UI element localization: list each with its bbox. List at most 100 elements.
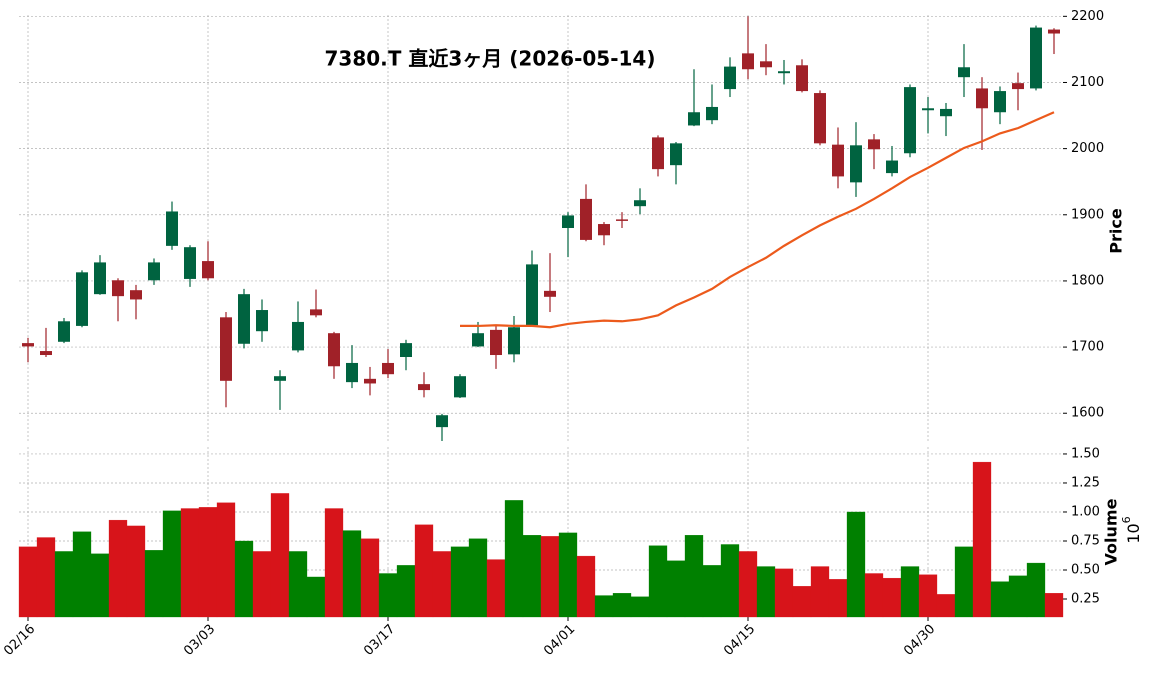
volume-bar bbox=[54, 551, 74, 618]
y-tick-label: 1800 bbox=[1071, 273, 1104, 288]
candle-body bbox=[508, 327, 520, 355]
candle-body bbox=[850, 145, 862, 183]
volume-bar bbox=[18, 546, 38, 618]
volume-bar bbox=[90, 553, 110, 618]
volume-bar bbox=[612, 593, 632, 618]
candle-body bbox=[526, 264, 538, 326]
candle-body bbox=[220, 317, 232, 381]
candle-body bbox=[796, 65, 808, 92]
y-tick-label: 1.00 bbox=[1071, 504, 1100, 519]
candle-body bbox=[598, 224, 610, 236]
moving-average-line bbox=[460, 111, 1055, 329]
volume-bar bbox=[810, 566, 830, 618]
candle-body bbox=[400, 343, 412, 358]
candle-body bbox=[274, 376, 286, 381]
x-tick-label: 02/16 bbox=[1, 622, 38, 659]
volume-bar bbox=[882, 577, 902, 618]
y-tick-label: 0.25 bbox=[1071, 592, 1100, 607]
candle-body bbox=[40, 351, 52, 356]
volume-bar bbox=[108, 519, 128, 618]
candle-body bbox=[58, 321, 70, 342]
candle-body bbox=[1030, 27, 1042, 89]
candle-body bbox=[418, 384, 430, 391]
volume-bar bbox=[504, 500, 524, 618]
y-tick-label: 2200 bbox=[1071, 9, 1104, 24]
candle-body bbox=[868, 139, 880, 150]
candle-body bbox=[562, 215, 574, 229]
candle-body bbox=[814, 93, 826, 144]
candle-body bbox=[634, 200, 646, 207]
y-tick-label: 1900 bbox=[1071, 207, 1104, 222]
candle-body bbox=[742, 53, 754, 70]
candle-body bbox=[184, 247, 196, 279]
candle-body bbox=[724, 66, 736, 90]
volume-bar bbox=[306, 576, 326, 618]
volume-bar bbox=[414, 524, 434, 618]
volume-bar bbox=[990, 581, 1010, 618]
multiplier-base: 10 bbox=[1124, 523, 1143, 543]
volume-bar bbox=[756, 566, 776, 618]
candle-body bbox=[994, 91, 1006, 113]
y-tick-label: 0.50 bbox=[1071, 563, 1100, 578]
candle-body bbox=[202, 261, 214, 279]
candle-body bbox=[292, 321, 304, 351]
candle-body bbox=[652, 137, 664, 170]
volume-bar bbox=[720, 544, 740, 618]
y-tick-label: 2100 bbox=[1071, 75, 1104, 90]
y-tick-label: 2000 bbox=[1071, 141, 1104, 156]
candle-body bbox=[346, 362, 358, 383]
volume-multiplier: 106 bbox=[1120, 516, 1143, 543]
volume-bar bbox=[666, 560, 686, 618]
y-tick-label: 1.50 bbox=[1071, 446, 1100, 461]
volume-bar bbox=[396, 565, 416, 618]
candle-body bbox=[670, 143, 682, 166]
candle-body bbox=[94, 262, 106, 295]
candle-body bbox=[616, 219, 628, 221]
volume-bar bbox=[144, 550, 164, 618]
candle-body bbox=[706, 106, 718, 121]
y-axis-label: Price bbox=[1107, 208, 1126, 254]
volume-bar bbox=[324, 508, 344, 618]
candle-body bbox=[256, 310, 268, 332]
volume-bar bbox=[126, 525, 146, 618]
volume-bar bbox=[900, 566, 920, 618]
x-tick-label: 03/17 bbox=[361, 622, 398, 659]
volume-bar bbox=[162, 510, 182, 618]
candle-body bbox=[940, 108, 952, 117]
candle-body bbox=[1012, 83, 1024, 90]
volume-bar bbox=[918, 574, 938, 618]
candle-body bbox=[976, 88, 988, 109]
candle-body bbox=[688, 112, 700, 126]
volume-bar bbox=[432, 551, 452, 618]
candle-body bbox=[76, 272, 88, 326]
volume-bar bbox=[1044, 593, 1064, 618]
volume-bar bbox=[954, 546, 974, 618]
volume-bar bbox=[216, 502, 236, 618]
volume-bar bbox=[72, 531, 92, 618]
candle-body bbox=[778, 71, 790, 74]
candle-body bbox=[490, 329, 502, 356]
x-tick-label: 04/01 bbox=[541, 622, 578, 659]
volume-bar bbox=[738, 551, 758, 618]
volume-bar bbox=[702, 565, 722, 618]
volume-bar bbox=[180, 508, 200, 618]
y-tick-label: 0.75 bbox=[1071, 533, 1100, 548]
candle-body bbox=[22, 343, 34, 347]
volume-bar bbox=[936, 594, 956, 618]
volume-bar bbox=[1008, 575, 1028, 618]
y-tick-label: 1600 bbox=[1071, 406, 1104, 421]
candle-body bbox=[310, 309, 322, 316]
volume-bar bbox=[846, 511, 866, 618]
x-tick-label: 04/15 bbox=[721, 622, 758, 659]
x-tick-label: 03/03 bbox=[181, 622, 218, 659]
y-tick-label: 1.25 bbox=[1071, 475, 1100, 490]
candle-body bbox=[760, 61, 772, 68]
candle-body bbox=[1048, 29, 1060, 34]
candle-body bbox=[454, 376, 466, 398]
candle-body bbox=[958, 67, 970, 78]
volume-bar bbox=[828, 579, 848, 618]
candle-body bbox=[166, 211, 178, 246]
volume-bar bbox=[378, 573, 398, 618]
volume-bar bbox=[522, 535, 542, 618]
candle-body bbox=[382, 362, 394, 375]
